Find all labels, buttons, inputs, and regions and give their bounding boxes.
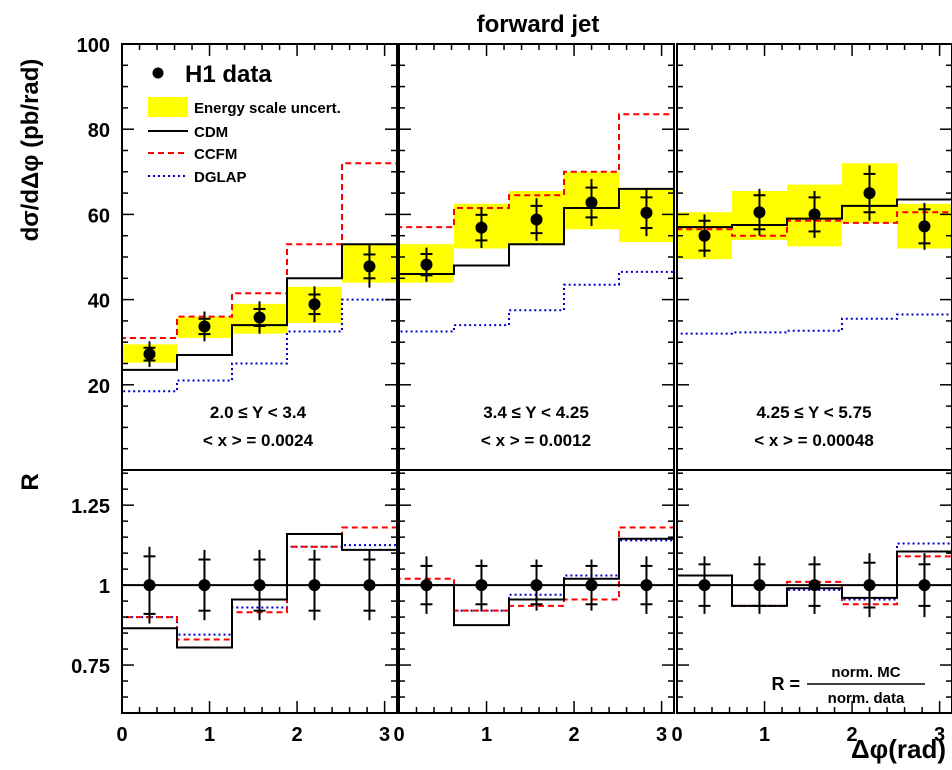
panel-1: 0 1 2 3 2.0 ≤ Y < 3.4 < x > = 0.0024	[116, 43, 398, 746]
data-point	[640, 206, 653, 219]
y-axis-label-top: dσ/dΔφ (pb/rad)	[17, 59, 44, 242]
ratio-y-tick-label: 1	[99, 576, 110, 598]
x-tick-label: 1	[204, 724, 215, 746]
data-point	[585, 196, 598, 209]
ratio-data-point	[698, 579, 711, 592]
data-point	[143, 348, 156, 361]
ratio-data-point	[640, 579, 653, 592]
panel-3: 0 1 2 3 4.25 ≤ Y < 5.75 < x > = 0.00048	[671, 43, 952, 746]
chart-title: forward jet	[477, 11, 600, 38]
x-tick-label: 3	[656, 724, 667, 746]
ratio-formula: R = norm. MC norm. data	[771, 664, 925, 707]
panel-y-range-label: 3.4 ≤ Y < 4.25	[483, 403, 589, 422]
data-point	[918, 220, 931, 233]
legend-ccfm-label: CCFM	[194, 146, 237, 163]
ccfm-line	[398, 113, 674, 470]
panel-mean-x-label: < x > = 0.0024	[203, 431, 314, 450]
data-point	[475, 221, 488, 234]
ratio-ccfm-line	[398, 526, 674, 713]
bottom-panel-frame	[676, 469, 952, 714]
x-tick-label: 0	[671, 724, 682, 746]
x-tick-label: 2	[847, 724, 858, 746]
cdm-line	[121, 243, 397, 470]
ratio-data-point	[420, 579, 433, 592]
ratio-formula-denominator: norm. data	[828, 690, 905, 707]
cdm-line	[676, 198, 952, 470]
x-tick-label: 1	[759, 724, 770, 746]
ratio-formula-numerator: norm. MC	[831, 664, 900, 681]
legend-data-label: H1 data	[185, 61, 272, 88]
y-tick-label: 80	[88, 120, 110, 142]
legend-cdm-label: CDM	[194, 124, 228, 141]
ratio-data-point	[585, 579, 598, 592]
legend-data-marker	[152, 67, 164, 79]
dglap-line	[398, 270, 674, 470]
x-tick-label: 2	[292, 724, 303, 746]
x-tick-label: 0	[116, 724, 127, 746]
ratio-data-point	[363, 579, 376, 592]
data-point	[698, 229, 711, 242]
ratio-data-point	[253, 579, 266, 592]
panel-2: 0 1 2 3 3.4 ≤ Y < 4.25 < x > = 0.0012	[393, 43, 675, 746]
data-point	[308, 298, 321, 311]
x-tick-label: 3	[934, 724, 945, 746]
x-axis-label: Δφ(rad)	[851, 734, 946, 764]
ratio-formula-lhs: R =	[771, 674, 800, 694]
panels-layer: 0 1 2 3 2.0 ≤ Y < 3.4 < x > = 0.0024 0 1 2 3 3.4 ≤…	[71, 35, 952, 746]
legend-band-label: Energy scale uncert.	[194, 100, 341, 117]
y-tick-label: 100	[77, 35, 110, 57]
bottom-panel-frame	[398, 469, 675, 714]
ratio-y-tick-label: 1.25	[71, 496, 110, 518]
data-point	[420, 258, 433, 271]
legend-dglap-label: DGLAP	[194, 169, 247, 186]
legend-band-swatch	[148, 97, 188, 117]
panel-y-range-label: 2.0 ≤ Y < 3.4	[210, 403, 307, 422]
data-point	[253, 311, 266, 324]
dglap-line	[121, 298, 397, 470]
data-point	[808, 208, 821, 221]
ratio-data-point	[143, 579, 156, 592]
panel-mean-x-label: < x > = 0.00048	[754, 431, 874, 450]
x-tick-label: 2	[569, 724, 580, 746]
y-tick-label: 20	[88, 376, 110, 398]
data-point	[863, 187, 876, 200]
ratio-data-point	[863, 579, 876, 592]
bottom-panel-frame	[121, 469, 398, 714]
data-point	[530, 213, 543, 226]
ratio-data-point	[198, 579, 211, 592]
ratio-data-point	[808, 579, 821, 592]
y-tick-label: 40	[88, 291, 110, 313]
ratio-y-tick-label: 0.75	[71, 656, 110, 678]
data-point	[198, 320, 211, 333]
legend: H1 data Energy scale uncert. CDM CCFM DG…	[148, 61, 341, 186]
ccfm-line	[121, 162, 397, 470]
data-point	[363, 260, 376, 273]
ratio-data-point	[308, 579, 321, 592]
y-tick-label: 60	[88, 205, 110, 227]
y-axis-label-bottom: R	[17, 473, 44, 490]
ratio-cdm-line	[121, 532, 397, 713]
ratio-data-point	[753, 579, 766, 592]
x-tick-label: 3	[379, 724, 390, 746]
ratio-cdm-line	[676, 550, 952, 713]
x-tick-label: 1	[481, 724, 492, 746]
ratio-data-point	[918, 579, 931, 592]
x-tick-label: 0	[393, 724, 404, 746]
cdm-line	[398, 187, 674, 470]
ratio-data-point	[530, 579, 543, 592]
panel-mean-x-label: < x > = 0.0012	[481, 431, 591, 450]
data-point	[753, 206, 766, 219]
ratio-data-point	[475, 579, 488, 592]
panel-y-range-label: 4.25 ≤ Y < 5.75	[756, 403, 871, 422]
